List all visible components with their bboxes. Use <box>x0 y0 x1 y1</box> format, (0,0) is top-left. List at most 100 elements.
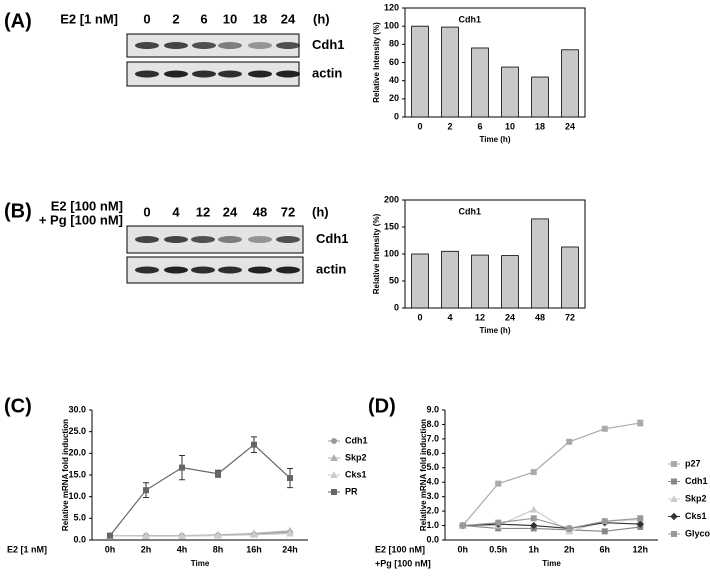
legend-label: Cks1 <box>345 469 367 479</box>
blot-band <box>248 236 272 243</box>
bar <box>471 47 489 118</box>
legend-label: Glycodelin <box>685 528 710 538</box>
panel-label: (C) <box>4 395 32 417</box>
series-line <box>462 522 641 530</box>
series-line <box>462 422 641 526</box>
y-tick-label: 0 <box>394 111 399 121</box>
bar <box>561 49 579 118</box>
y-tick-label: 4.0 <box>426 477 439 487</box>
lane-label: 6 <box>200 11 207 26</box>
y-tick-label: 15.0 <box>68 469 86 479</box>
blot-band <box>248 266 272 274</box>
legend-label: Skp2 <box>345 452 367 462</box>
y-tick-label: 1.0 <box>426 520 439 530</box>
blot-band <box>276 42 300 49</box>
blot-band <box>164 236 188 243</box>
blot-band <box>164 266 188 274</box>
blot-band <box>218 42 242 49</box>
x-tick-label: 16h <box>246 544 262 554</box>
data-point <box>566 438 573 445</box>
panel-label: (D) <box>368 395 396 417</box>
data-point <box>179 464 185 471</box>
x-axis-label: Time <box>542 559 561 568</box>
data-point <box>178 532 186 540</box>
lane-label: 10 <box>223 11 237 26</box>
legend-marker <box>330 453 338 461</box>
y-tick-label: 60 <box>389 57 399 67</box>
blot-band <box>135 266 159 274</box>
row-label: actin <box>312 65 342 80</box>
y-tick-label: 0 <box>394 302 399 312</box>
blot-band <box>276 70 300 78</box>
lane-label: 2 <box>172 11 179 26</box>
y-axis-label: Relative Intensity (%) <box>372 22 381 103</box>
data-point <box>143 487 149 494</box>
blot-band <box>191 266 215 274</box>
y-tick-label: 0.0 <box>426 534 439 544</box>
data-point <box>530 469 537 476</box>
y-axis-label: Relative mRNA fold induction <box>419 419 428 531</box>
x-tick-label: 10 <box>505 121 515 131</box>
blot-band <box>135 236 159 243</box>
series-line <box>462 517 641 530</box>
data-point <box>459 522 466 529</box>
bar <box>501 255 519 309</box>
x-tick-label: 0h <box>105 544 116 554</box>
blot-band <box>276 266 300 274</box>
y-tick-label: 5.0 <box>426 462 439 472</box>
y-tick-label: 2.0 <box>426 505 439 515</box>
y-tick-label: 0.0 <box>73 534 86 544</box>
y-tick-label: 10.0 <box>68 491 86 501</box>
data-point <box>530 515 537 522</box>
x-tick-label: 24 <box>565 121 575 131</box>
x-tick-label: 2 <box>447 121 452 131</box>
series-line <box>109 532 291 537</box>
y-tick-label: 100 <box>384 21 399 31</box>
x-tick-label: 2h <box>564 544 575 554</box>
lane-label: 0 <box>143 11 150 26</box>
y-tick-label: 100 <box>384 248 399 258</box>
data-point <box>495 519 502 526</box>
bar <box>561 246 579 309</box>
chart-title: Cdh1 <box>459 206 482 216</box>
plot-frame <box>404 199 586 309</box>
legend-label: Cks1 <box>685 511 707 521</box>
legend-marker <box>671 461 677 467</box>
data-point <box>250 530 258 538</box>
bar <box>471 254 489 309</box>
blot-band <box>192 42 216 49</box>
lane-label: 18 <box>253 11 267 26</box>
legend-marker <box>671 531 677 537</box>
y-tick-label: 25.0 <box>68 426 86 436</box>
x-tick-label: 12 <box>475 312 485 322</box>
legend-label: PR <box>345 486 358 496</box>
data-point <box>601 518 608 525</box>
legend-label: Cdh1 <box>345 435 368 445</box>
y-tick-label: 80 <box>389 39 399 49</box>
row-label: Cdh1 <box>316 231 349 246</box>
lane-label: 4 <box>172 204 180 219</box>
data-point <box>636 520 644 528</box>
blot-band <box>164 42 188 49</box>
bar <box>411 25 429 118</box>
y-tick-label: 40 <box>389 75 399 85</box>
blot-band <box>248 70 272 78</box>
data-point <box>215 470 221 477</box>
x-tick-label: 6h <box>599 544 610 554</box>
lane-label: 12 <box>196 204 210 219</box>
lane-label: 24 <box>223 204 238 219</box>
x-tick-label: 48 <box>535 312 545 322</box>
series-line <box>462 524 641 532</box>
y-tick-label: 9.0 <box>426 404 439 414</box>
y-tick-label: 30.0 <box>68 404 86 414</box>
x-tick-label: 12h <box>632 544 648 554</box>
y-tick-label: 8.0 <box>426 419 439 429</box>
y-tick-label: 20.0 <box>68 448 86 458</box>
x-tick-label: 0 <box>417 312 422 322</box>
lane-label: 72 <box>281 204 295 219</box>
x-tick-label: 72 <box>565 312 575 322</box>
y-tick-label: 120 <box>384 2 399 12</box>
x-tick-label: 2h <box>141 544 152 554</box>
treatment-label: E2 [100 nM] <box>51 198 123 213</box>
blot-band <box>164 70 188 78</box>
